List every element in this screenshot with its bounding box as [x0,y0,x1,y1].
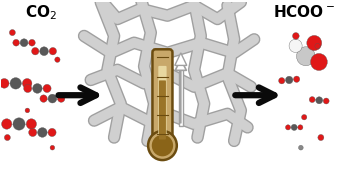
Circle shape [40,95,47,102]
Circle shape [40,47,48,56]
Text: CO$_2$: CO$_2$ [25,3,57,22]
Circle shape [10,78,21,89]
Circle shape [311,53,327,70]
Circle shape [297,47,315,66]
Circle shape [289,39,302,53]
Circle shape [318,135,324,141]
Circle shape [50,145,55,150]
Circle shape [298,125,303,130]
Circle shape [22,78,32,88]
Circle shape [32,84,42,93]
Circle shape [315,43,320,49]
Circle shape [286,76,293,84]
Polygon shape [175,53,187,65]
Circle shape [299,145,303,150]
Text: HCOO$^-$: HCOO$^-$ [273,4,335,20]
Circle shape [286,125,291,130]
Circle shape [13,118,25,130]
Circle shape [2,119,12,129]
Circle shape [25,108,30,113]
Circle shape [9,29,15,36]
Circle shape [29,128,37,136]
Circle shape [4,135,10,141]
Circle shape [31,47,39,55]
Circle shape [24,84,32,93]
Circle shape [57,95,65,102]
Circle shape [292,33,299,39]
Circle shape [13,39,19,46]
Circle shape [291,124,297,130]
Circle shape [323,98,329,104]
Circle shape [152,135,173,156]
Circle shape [49,47,56,55]
Circle shape [55,57,60,62]
Circle shape [26,119,37,129]
Circle shape [293,76,300,82]
FancyBboxPatch shape [153,49,172,143]
Circle shape [307,35,322,51]
Circle shape [309,97,315,103]
Circle shape [43,84,51,93]
FancyBboxPatch shape [158,66,167,140]
Circle shape [0,78,9,88]
FancyBboxPatch shape [159,80,166,139]
Circle shape [302,115,307,120]
Circle shape [148,131,177,160]
Circle shape [38,128,47,137]
Circle shape [279,77,285,84]
Circle shape [48,94,57,103]
Circle shape [316,97,323,104]
Circle shape [48,128,56,136]
Bar [179,63,183,126]
Circle shape [29,39,35,46]
Circle shape [20,39,28,47]
